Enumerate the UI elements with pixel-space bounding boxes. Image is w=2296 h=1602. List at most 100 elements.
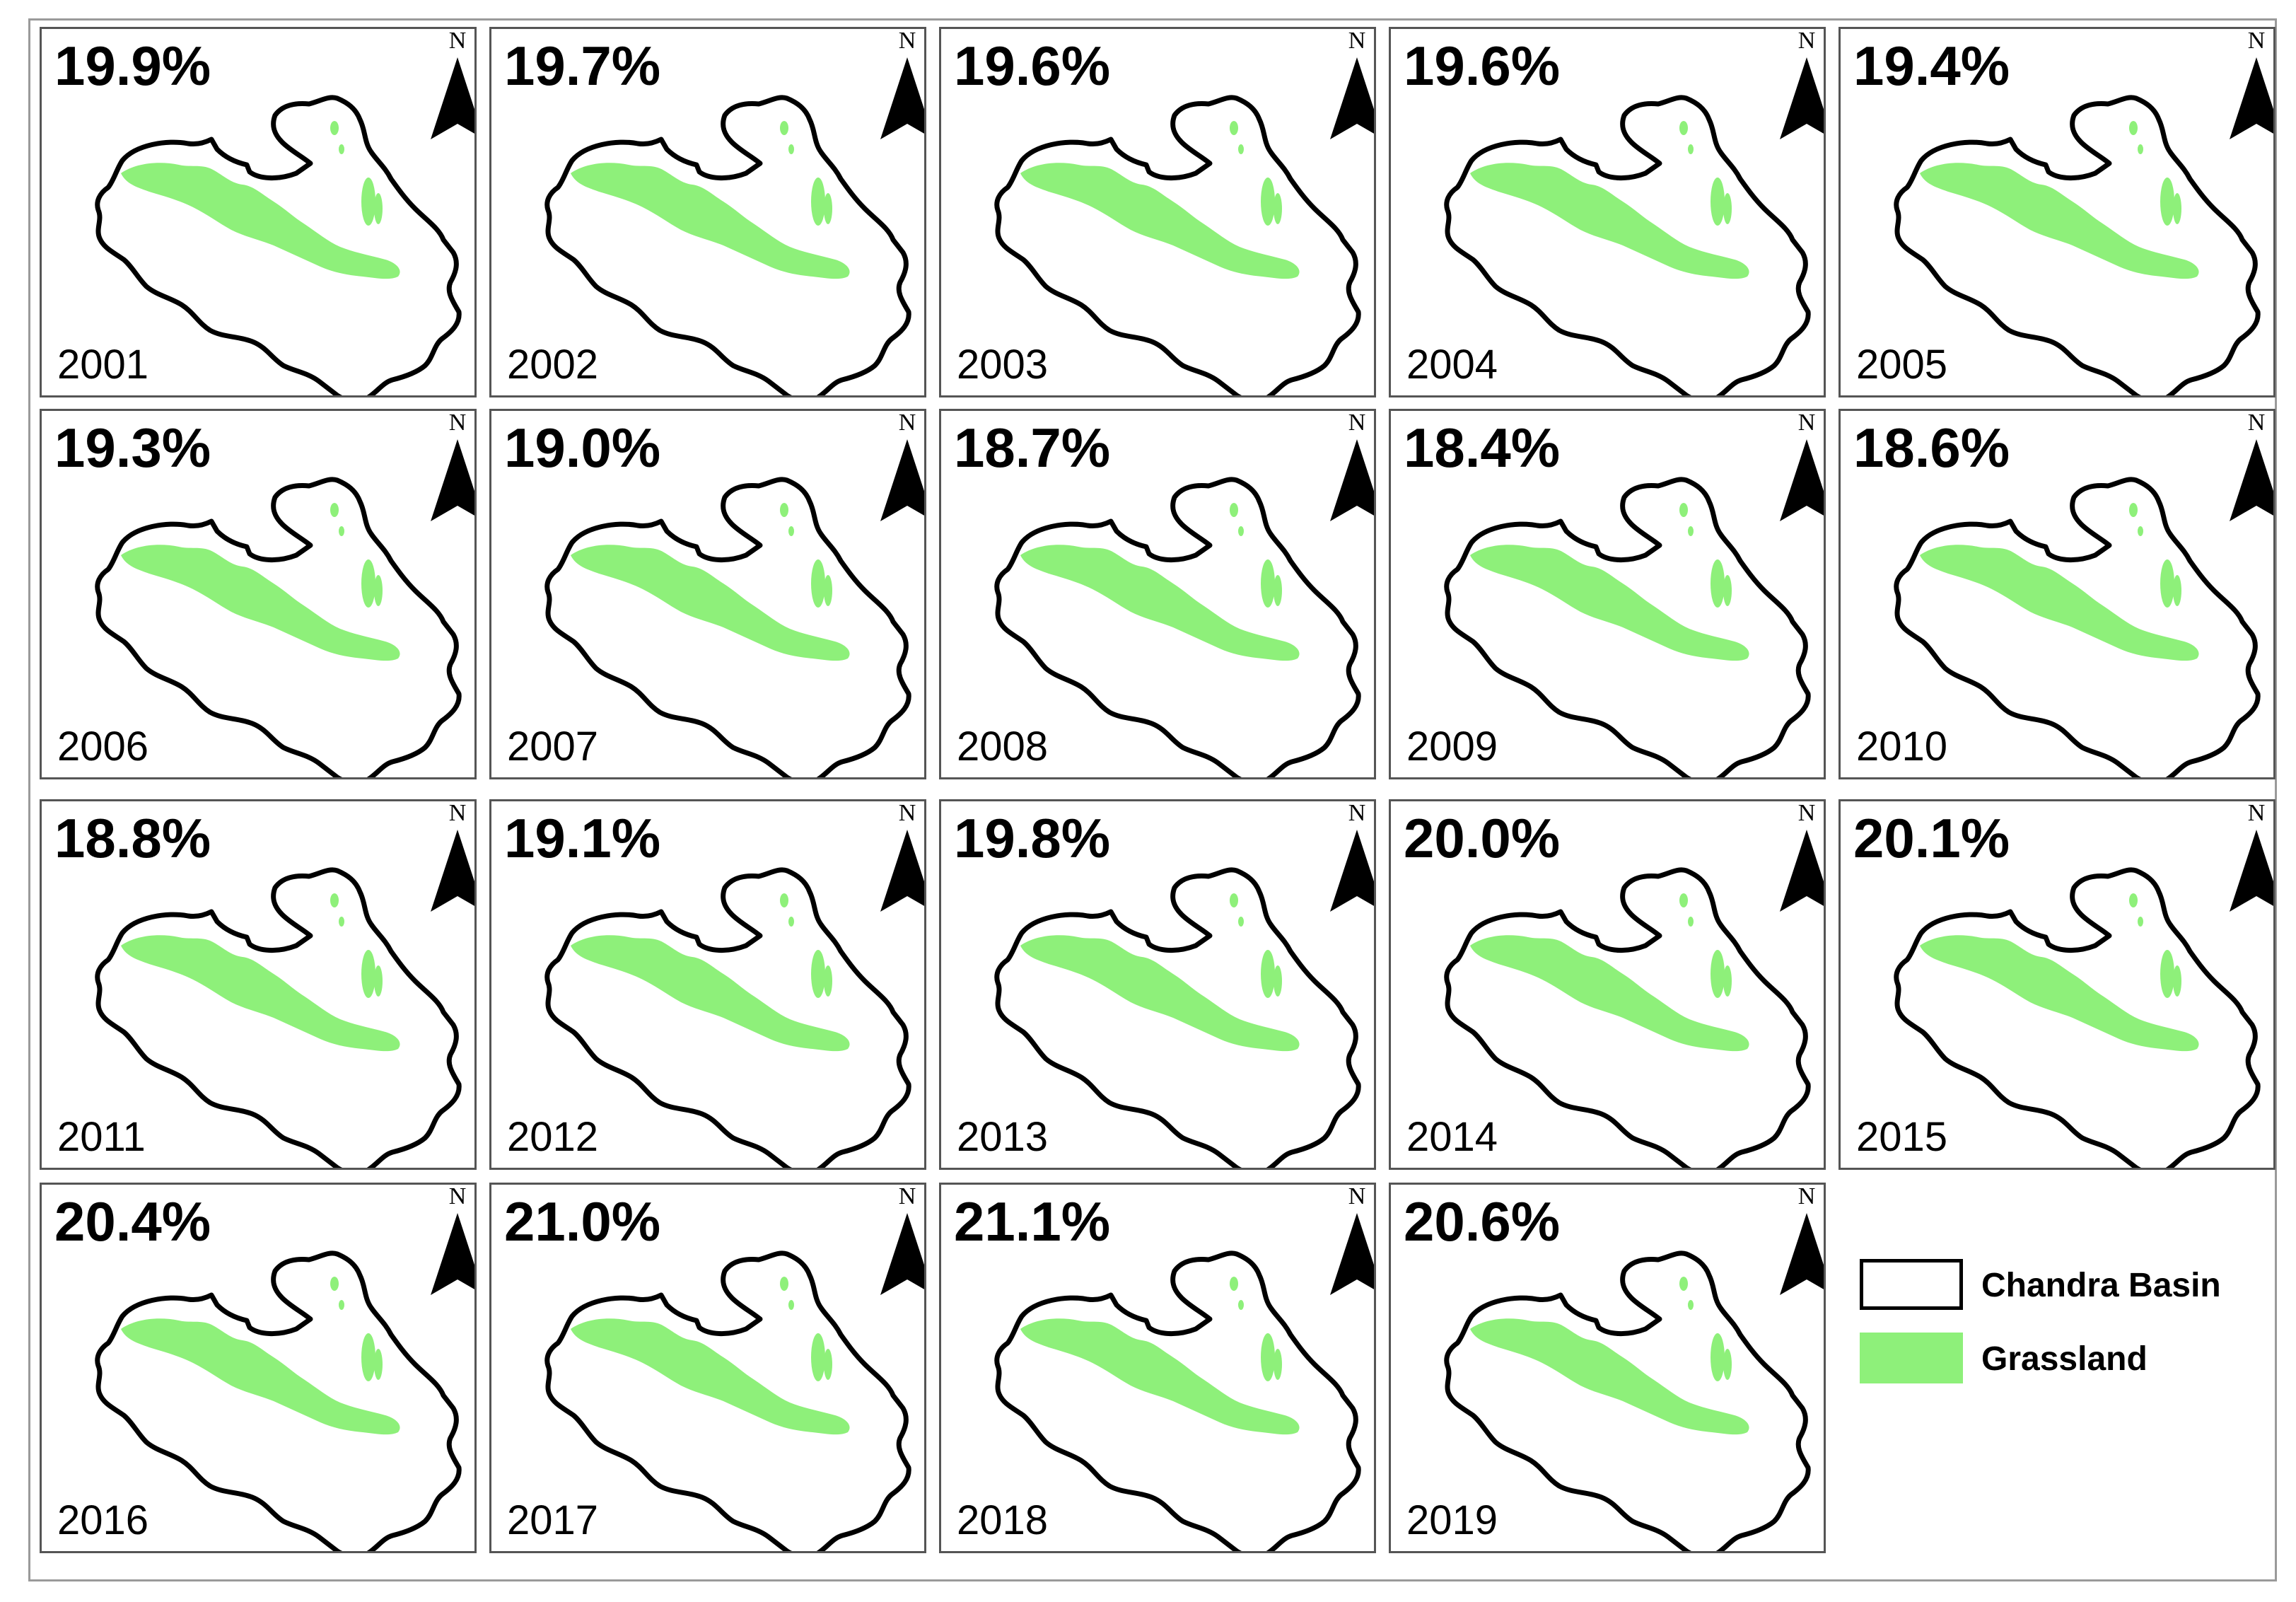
grassland-area — [1470, 1318, 1749, 1435]
year-label: 2002 — [507, 342, 599, 388]
grassland-patch — [2129, 893, 2138, 907]
grassland-patch — [834, 1039, 841, 1045]
grassland-area — [1020, 545, 1300, 661]
grassland-patch — [1679, 1277, 1688, 1291]
chandra-basin-outline — [994, 1250, 1361, 1551]
chandra-basin-outline — [544, 477, 911, 777]
grassland-percentage: 19.0% — [504, 417, 661, 479]
map-panel: 19.6% 2003 N — [939, 27, 1376, 397]
grassland-patch — [330, 893, 339, 907]
chandra-basin-outline — [1894, 477, 2261, 777]
north-arrow-icon: N — [429, 410, 474, 538]
grassland-patch — [780, 503, 788, 517]
grassland-patch — [1230, 503, 1238, 517]
grassland-patch — [824, 575, 832, 606]
chandra-basin-outline — [544, 95, 911, 395]
chandra-basin-outline — [95, 1250, 462, 1551]
grassland-patch — [385, 267, 392, 272]
grassland-percentage: 20.4% — [54, 1190, 211, 1253]
grassland-patch — [2173, 575, 2181, 606]
grassland-patch — [1274, 193, 1282, 224]
basin-map — [95, 477, 462, 777]
grassland-patch — [2138, 526, 2143, 536]
map-panel: 19.4% 2005 N — [1838, 27, 2275, 397]
grassland-patch — [374, 965, 383, 997]
grassland-area — [121, 935, 400, 1052]
grassland-patch — [834, 649, 841, 654]
chandra-basin-outline — [95, 867, 462, 1168]
grassland-patch — [1734, 649, 1741, 654]
basin-map — [1894, 477, 2261, 777]
grassland-patch — [811, 950, 825, 998]
chandra-basin-outline — [544, 1250, 911, 1551]
year-label: 2010 — [1856, 724, 1948, 770]
map-panel: 19.1% 2012 N — [489, 799, 926, 1170]
year-label: 2004 — [1406, 342, 1498, 388]
north-label: N — [1797, 800, 1816, 826]
grassland-patch — [361, 178, 375, 226]
north-arrow-icon: N — [1329, 1185, 1374, 1312]
north-arrow-icon: N — [1329, 800, 1374, 929]
chandra-basin-outline — [95, 477, 462, 777]
grassland-patch — [1261, 950, 1275, 998]
north-label: N — [448, 410, 467, 436]
grassland-patch — [834, 267, 841, 272]
year-label: 2009 — [1406, 724, 1498, 770]
basin-map — [95, 1250, 462, 1551]
grassland-area — [571, 1318, 850, 1435]
grassland-patch — [780, 893, 788, 907]
grassland-patch — [385, 649, 392, 654]
grassland-patch — [811, 1333, 825, 1381]
grassland-percentage: 20.0% — [1404, 807, 1561, 869]
grassland-patch — [385, 1039, 392, 1045]
basin-map — [544, 867, 911, 1168]
basin-map — [1894, 867, 2261, 1168]
grassland-patch — [824, 193, 832, 224]
grassland-patch — [1734, 267, 1741, 272]
grassland-percentage: 20.6% — [1404, 1190, 1561, 1253]
grassland-patch — [330, 1277, 339, 1291]
grassland-patch — [339, 917, 344, 927]
grassland-area — [1470, 935, 1749, 1052]
map-panel: 19.0% 2007 N — [489, 409, 926, 779]
grassland-patch — [780, 1277, 788, 1291]
grassland-patch — [811, 178, 825, 226]
map-panel: 19.6% 2004 N — [1389, 27, 1826, 397]
grassland-patch — [2173, 193, 2181, 224]
north-label: N — [898, 1183, 916, 1209]
legend-label: Grassland — [1981, 1340, 2148, 1378]
grassland-area — [1920, 545, 2199, 661]
basin-map — [544, 95, 911, 395]
grassland-area — [1920, 935, 2199, 1052]
north-arrow-icon: N — [429, 801, 474, 929]
chandra-basin-outline — [994, 477, 1361, 777]
grassland-percentage: 19.6% — [954, 35, 1111, 97]
grassland-patch — [1238, 144, 1244, 154]
grassland-patch — [1688, 917, 1694, 927]
map-panel: 20.1% 2015 N — [1838, 799, 2275, 1170]
year-label: 2001 — [57, 342, 149, 388]
year-label: 2013 — [957, 1114, 1049, 1160]
north-label: N — [448, 1183, 467, 1209]
north-label: N — [1348, 800, 1366, 826]
grassland-percentage: 18.4% — [1404, 417, 1561, 479]
grassland-patch — [1284, 267, 1291, 272]
chandra-basin-outline — [1894, 95, 2261, 395]
map-panel: 18.8% 2011 N — [40, 799, 477, 1170]
grassland-patch — [385, 1422, 392, 1428]
north-arrow-icon: N — [2228, 801, 2273, 929]
north-arrow-icon: N — [879, 1183, 924, 1312]
chandra-basin-outline — [1444, 1250, 1811, 1551]
year-label: 2019 — [1406, 1497, 1498, 1543]
chandra-basin-outline — [1444, 867, 1811, 1168]
basin-map — [994, 867, 1361, 1168]
grassland-patch — [2129, 503, 2138, 517]
grassland-patch — [1711, 950, 1725, 998]
grassland-patch — [1284, 1039, 1291, 1045]
basin-map — [95, 95, 462, 395]
grassland-percentage: 19.8% — [954, 807, 1111, 869]
chandra-basin-outline — [994, 95, 1361, 395]
map-panel: 21.1% 2018 N — [939, 1183, 1376, 1553]
grassland-patch — [1679, 893, 1688, 907]
map-panel: 20.4% 2016 N — [40, 1183, 477, 1553]
